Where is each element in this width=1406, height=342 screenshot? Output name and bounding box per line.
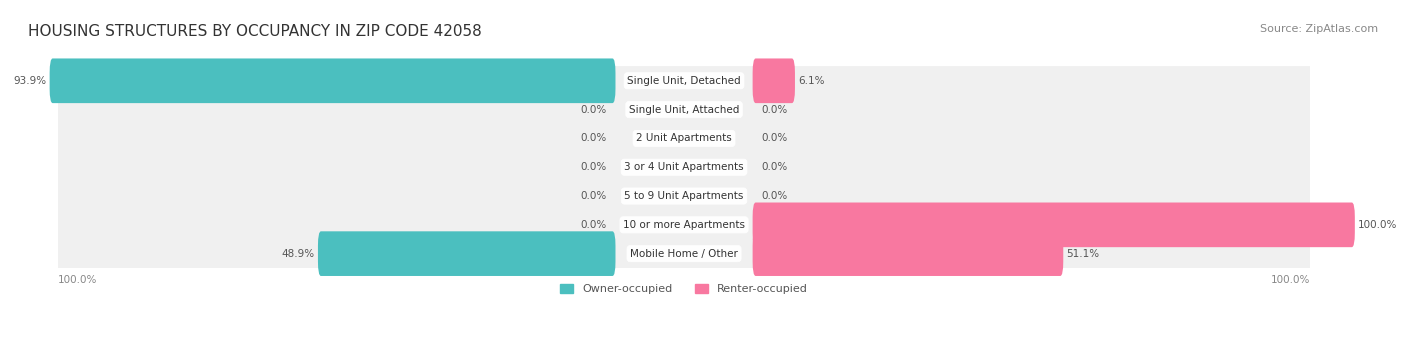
FancyBboxPatch shape: [318, 231, 616, 276]
FancyBboxPatch shape: [58, 124, 1310, 153]
Text: 0.0%: 0.0%: [762, 162, 787, 172]
Text: Source: ZipAtlas.com: Source: ZipAtlas.com: [1260, 24, 1378, 34]
FancyBboxPatch shape: [752, 58, 794, 103]
Text: Mobile Home / Other: Mobile Home / Other: [630, 249, 738, 259]
Text: 0.0%: 0.0%: [762, 191, 787, 201]
Text: 100.0%: 100.0%: [58, 275, 97, 285]
Text: 0.0%: 0.0%: [762, 133, 787, 143]
Text: 0.0%: 0.0%: [581, 162, 606, 172]
FancyBboxPatch shape: [752, 231, 1063, 276]
Text: 0.0%: 0.0%: [581, 220, 606, 230]
Text: 3 or 4 Unit Apartments: 3 or 4 Unit Apartments: [624, 162, 744, 172]
Text: 100.0%: 100.0%: [1358, 220, 1398, 230]
Text: 0.0%: 0.0%: [581, 105, 606, 115]
Text: 51.1%: 51.1%: [1066, 249, 1099, 259]
Text: Single Unit, Attached: Single Unit, Attached: [628, 105, 740, 115]
Text: 93.9%: 93.9%: [14, 76, 46, 86]
FancyBboxPatch shape: [58, 153, 1310, 182]
Text: 0.0%: 0.0%: [762, 105, 787, 115]
Text: 100.0%: 100.0%: [1271, 275, 1310, 285]
Text: 0.0%: 0.0%: [581, 133, 606, 143]
Text: 48.9%: 48.9%: [281, 249, 315, 259]
FancyBboxPatch shape: [58, 210, 1310, 239]
Text: 6.1%: 6.1%: [799, 76, 824, 86]
FancyBboxPatch shape: [58, 239, 1310, 268]
FancyBboxPatch shape: [58, 66, 1310, 95]
Text: 0.0%: 0.0%: [581, 191, 606, 201]
Text: 5 to 9 Unit Apartments: 5 to 9 Unit Apartments: [624, 191, 744, 201]
Text: HOUSING STRUCTURES BY OCCUPANCY IN ZIP CODE 42058: HOUSING STRUCTURES BY OCCUPANCY IN ZIP C…: [28, 24, 482, 39]
Text: 2 Unit Apartments: 2 Unit Apartments: [636, 133, 733, 143]
FancyBboxPatch shape: [58, 95, 1310, 124]
Text: Single Unit, Detached: Single Unit, Detached: [627, 76, 741, 86]
FancyBboxPatch shape: [58, 181, 1310, 211]
FancyBboxPatch shape: [752, 202, 1355, 247]
FancyBboxPatch shape: [49, 58, 616, 103]
Legend: Owner-occupied, Renter-occupied: Owner-occupied, Renter-occupied: [555, 280, 813, 299]
Text: 10 or more Apartments: 10 or more Apartments: [623, 220, 745, 230]
